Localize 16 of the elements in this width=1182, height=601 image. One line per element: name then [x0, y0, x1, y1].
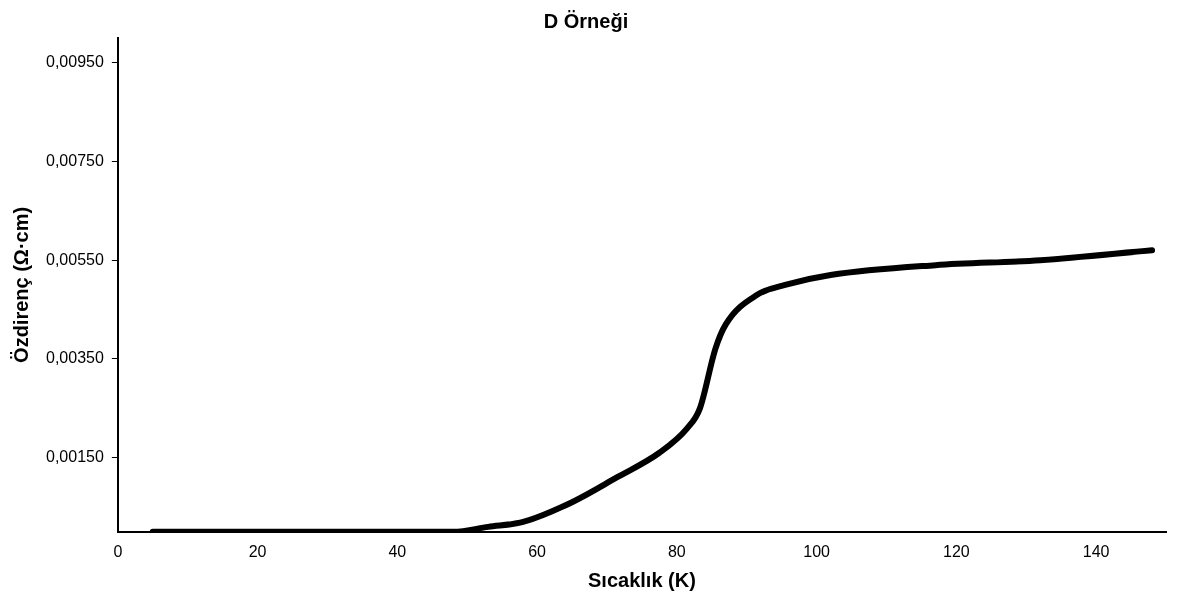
y-tick-label: 0,00750 [45, 151, 104, 169]
x-tick-label: 20 [248, 542, 267, 560]
chart-title: D Örneği [543, 9, 629, 32]
y-tick-label: 0,00950 [45, 53, 104, 71]
x-tick-label: 0 [113, 542, 123, 560]
x-tick-label: 100 [803, 542, 831, 560]
x-tick-label: 60 [528, 542, 547, 560]
y-tick-label: 0,00550 [45, 250, 104, 268]
y-tick-label: 0,00350 [45, 349, 104, 367]
x-tick-label: 80 [667, 542, 686, 560]
x-tick-label: 140 [1082, 542, 1110, 560]
y-tick-label: 0,00150 [45, 448, 104, 466]
x-tick-label: 120 [943, 542, 970, 560]
y-axis-title: Özdirenç (Ω·cm) [9, 206, 32, 363]
x-tick-label: 40 [388, 542, 407, 560]
x-axis-title: Sıcaklık (K) [588, 568, 696, 591]
